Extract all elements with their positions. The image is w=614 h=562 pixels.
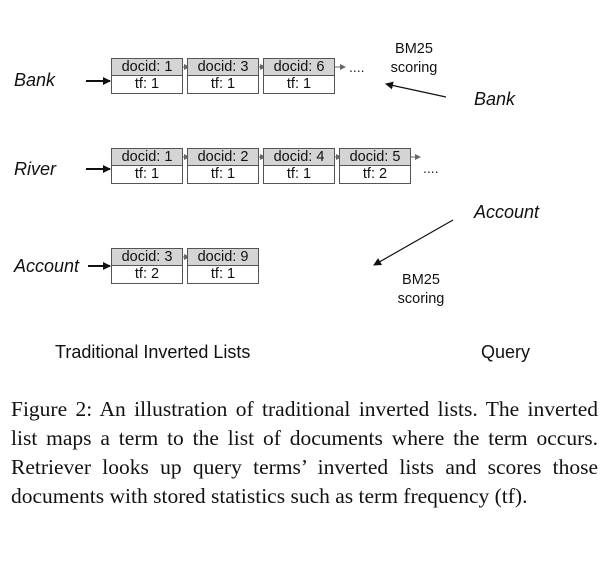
posting-docid: docid: 9 (187, 248, 259, 266)
posting-node: docid: 1 tf: 1 (111, 148, 183, 184)
posting-node: docid: 1 tf: 1 (111, 58, 183, 94)
posting-node: docid: 4 tf: 1 (263, 148, 335, 184)
posting-docid: docid: 2 (187, 148, 259, 166)
figure-caption: Figure 2: An illustration of traditional… (11, 397, 598, 508)
section-label-query: Query (481, 342, 531, 362)
posting-tf: tf: 1 (111, 166, 183, 184)
posting-docid: docid: 6 (263, 58, 335, 76)
scoring-method: BM25 (395, 41, 433, 57)
posting-node: docid: 2 tf: 1 (187, 148, 259, 184)
scoring-label-bottom: BM25 scoring (391, 271, 451, 309)
posting-node: docid: 3 tf: 1 (187, 58, 259, 94)
posting-node: docid: 6 tf: 1 (263, 58, 335, 94)
posting-tf: tf: 1 (187, 76, 259, 94)
scoring-arrow-top (385, 81, 447, 98)
posting-node: docid: 3 tf: 2 (111, 248, 183, 284)
posting-node: docid: 9 tf: 1 (187, 248, 259, 284)
posting-tf: tf: 1 (187, 266, 259, 284)
term-label-account: Account (14, 256, 80, 276)
ellipsis: .... (423, 160, 439, 176)
scoring-method: BM25 (402, 272, 440, 288)
posting-docid: docid: 3 (187, 58, 259, 76)
posting-tf: tf: 2 (339, 166, 411, 184)
section-label-lists: Traditional Inverted Lists (55, 342, 251, 362)
term-label-river: River (14, 159, 57, 179)
scoring-label-top: BM25 scoring (384, 40, 444, 78)
posting-docid: docid: 5 (339, 148, 411, 166)
posting-tf: tf: 2 (111, 266, 183, 284)
scoring-arrow-bottom (373, 219, 454, 266)
posting-docid: docid: 4 (263, 148, 335, 166)
query-term-bank: Bank (474, 89, 516, 109)
posting-tf: tf: 1 (187, 166, 259, 184)
term-label-bank: Bank (14, 70, 56, 90)
posting-docid: docid: 3 (111, 248, 183, 266)
scoring-word: scoring (397, 291, 445, 307)
scoring-word: scoring (390, 60, 438, 76)
posting-tf: tf: 1 (263, 166, 335, 184)
ellipsis: .... (349, 59, 365, 75)
posting-docid: docid: 1 (111, 58, 183, 76)
posting-docid: docid: 1 (111, 148, 183, 166)
query-term-account: Account (474, 202, 540, 222)
posting-tf: tf: 1 (263, 76, 335, 94)
posting-node: docid: 5 tf: 2 (339, 148, 411, 184)
posting-tf: tf: 1 (111, 76, 183, 94)
